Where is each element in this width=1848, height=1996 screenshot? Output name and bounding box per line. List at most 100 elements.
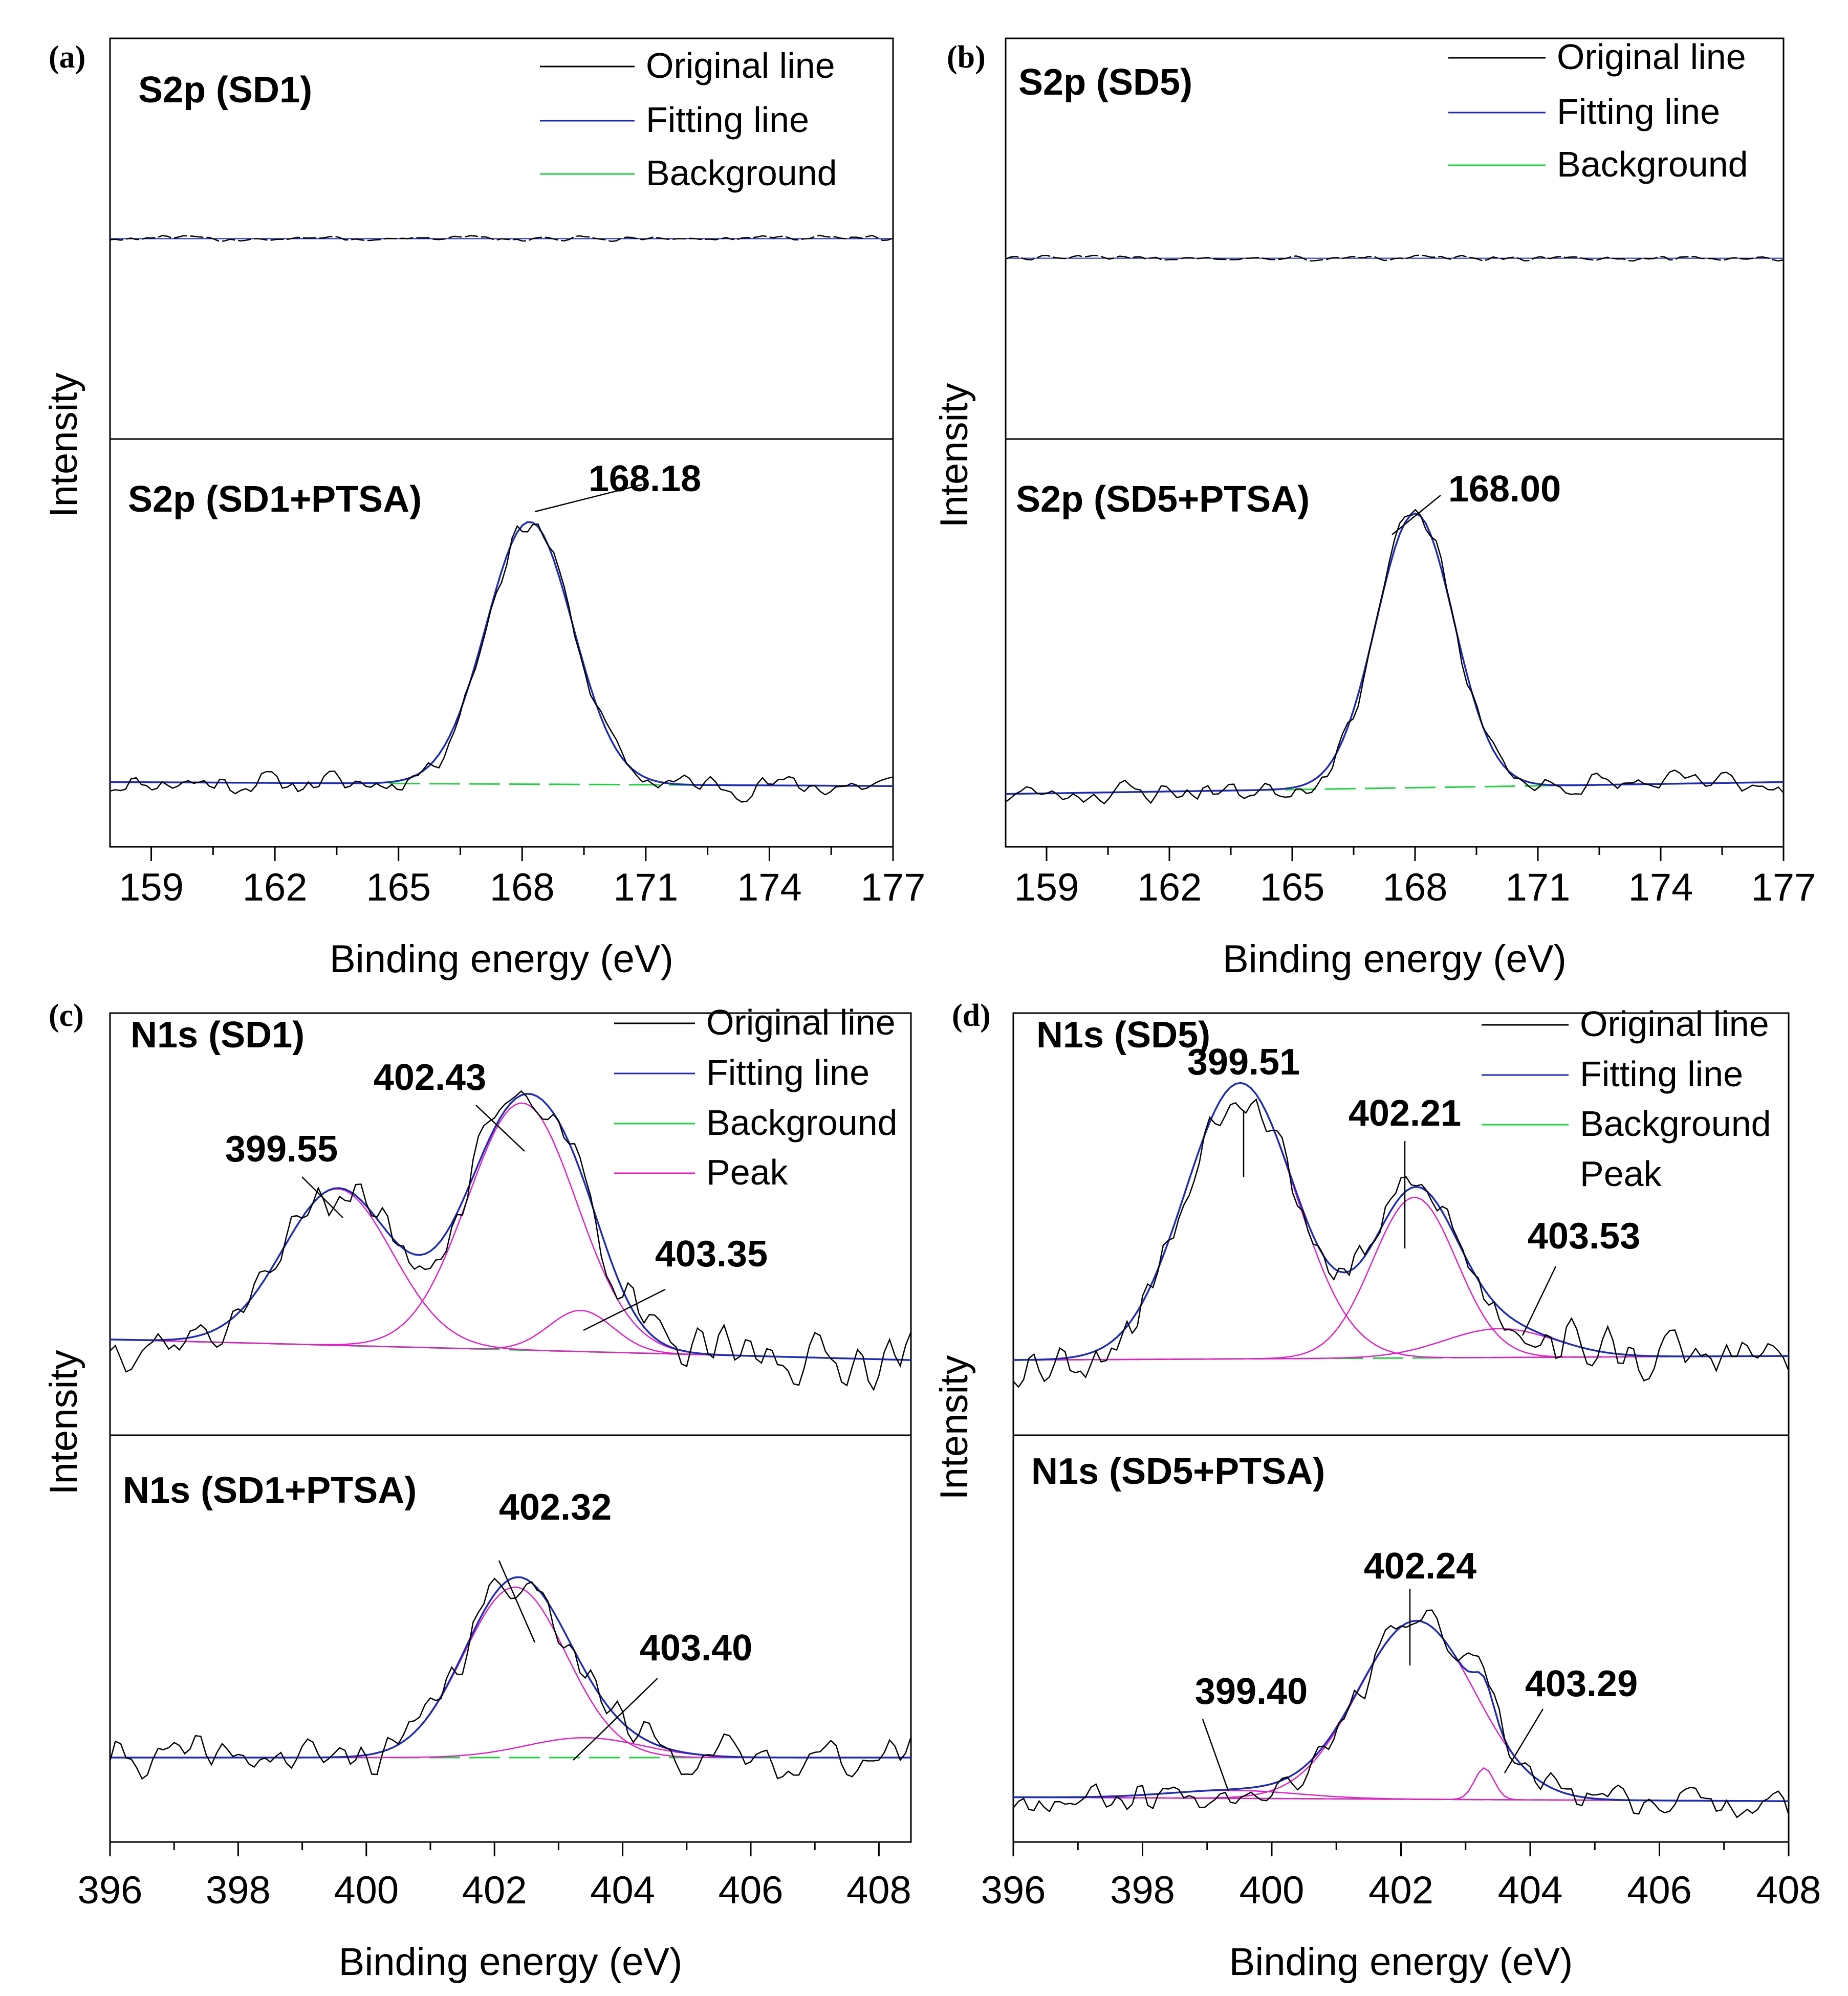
peak-annotation: 399.55 [225,1129,338,1170]
legend-item-label: Original line [1557,37,1746,77]
panel-label: (c) [49,998,84,1033]
x-tick-label: 400 [334,1869,399,1912]
original-line-d-bottom [1013,1609,1790,1818]
curves-d [1013,1082,1790,1818]
original-line-c-bottom [109,1577,912,1780]
annotation-leader-line [534,484,643,513]
peak-annotation: 168.18 [589,458,701,499]
legend-item-label: Background [646,153,837,193]
x-axis-label: Binding energy (eV) [330,937,673,981]
x-tick-label: 400 [1240,1869,1305,1912]
x-axis-label: Binding energy (eV) [339,1940,683,1984]
x-tick-label: 159 [119,866,184,909]
x-tick-label: 159 [1014,866,1079,909]
x-tick-label: 174 [1628,866,1693,909]
x-tick-label: 396 [78,1869,143,1912]
x-tick-label: 162 [243,866,308,909]
plot-frame-c [109,1012,912,1843]
curves-a [110,234,894,803]
x-tick-label: 398 [206,1869,271,1912]
peak-annotation: 403.40 [640,1628,752,1669]
y-axis-label: Intensity [932,1355,976,1500]
x-tick-label: 177 [1751,866,1816,909]
x-tick-label: 408 [846,1869,911,1912]
peak-annotation: 402.21 [1349,1093,1461,1134]
plot-frame-a [109,37,894,848]
y-axis-label: Intensity [42,372,85,517]
panel-label: (a) [49,40,85,75]
panel-label: (b) [947,40,986,75]
annotation-leader-line [583,1288,666,1331]
peak-annotation: 403.35 [655,1234,768,1275]
x-axis-label: Binding energy (eV) [1229,1940,1573,1984]
plot-frame-b [1005,37,1785,848]
curves-b [1005,254,1784,805]
legend-item-label: Background [1580,1104,1771,1144]
legend-c: Original line Fitting line Background Peak [614,1002,898,1192]
legend-a: Original line Fitting line Background [540,46,837,193]
legend-item-label: Original line [646,46,835,85]
x-tick-label: 174 [737,866,802,909]
annotation-leader-line [475,1105,525,1152]
fitting-line-a-bottom [110,521,893,787]
peak-annotation: 402.43 [374,1057,486,1098]
legend-item-label: Fitting line [1557,92,1720,131]
x-tick-label: 165 [366,866,431,909]
region-title-top: N1s (SD1) [131,1015,305,1056]
fitting-line-b-bottom [1005,512,1784,795]
panel-b: 159 162 165 168 171 174 177 Binding energy (eV)… [932,37,1816,981]
x-tick-label: 406 [1627,1869,1692,1912]
region-title-bottom: N1s (SD1+PTSA) [123,1470,417,1511]
original-line-a-top [110,234,894,243]
region-title-top: N1s (SD5) [1036,1015,1210,1056]
x-tick-label: 168 [490,866,555,909]
x-tick-label: 402 [462,1869,527,1912]
panel-d: 396 398 400 402 404 406 408 Binding energy (eV)… [932,998,1821,1984]
region-title-bottom: S2p (SD1+PTSA) [128,479,422,520]
region-title-bottom: S2p (SD5+PTSA) [1016,479,1310,520]
region-title-top: S2p (SD5) [1018,62,1192,103]
annotation-leader-line [1521,1266,1557,1336]
original-line-c-top [110,1090,912,1392]
annotation-leader-line [1202,1719,1229,1791]
legend-item-label: Fitting line [706,1052,869,1092]
y-axis-label: Intensity [42,1350,85,1495]
x-tick-label: 398 [1110,1869,1175,1912]
x-tick-label: 168 [1383,866,1448,909]
legend-item-label: Fitting line [1580,1054,1743,1094]
region-title-top: S2p (SD1) [138,70,312,111]
annotation-leader-line [498,1560,536,1643]
fitting-line-c-top [110,1092,911,1361]
original-line-d-top [1013,1098,1790,1388]
x-tick-label: 177 [861,866,926,909]
panel-c: 396 398 400 402 404 406 408 Binding energy (eV)… [42,998,912,1984]
legend-item-label: Peak [706,1152,789,1192]
x-tick-label: 402 [1368,1869,1433,1912]
panel-label: (d) [952,998,991,1033]
legend-b: Original line Fitting line Background [1448,37,1748,184]
original-line-a-bottom [110,523,894,803]
x-tick-label: 171 [1506,866,1571,909]
original-line-b-bottom [1005,509,1784,805]
region-title-bottom: N1s (SD5+PTSA) [1031,1451,1325,1492]
curves-c [109,1090,912,1780]
x-tick-label: 404 [590,1869,655,1912]
legend-item-label: Background [706,1103,898,1143]
fitting-line-c-bottom [110,1576,911,1759]
legend-item-label: Original line [1580,1004,1769,1044]
legend-d: Original line Fitting line Background Peak [1482,1004,1771,1194]
x-tick-label: 406 [719,1869,784,1912]
legend-item-label: Fitting line [646,100,809,140]
peak-annotation: 403.29 [1525,1663,1638,1704]
legend-item-label: Background [1557,144,1748,184]
annotation-leader-line [573,1678,658,1761]
x-tick-label: 408 [1756,1869,1821,1912]
annotation-leader-line [1392,495,1441,535]
x-tick-label: 165 [1260,866,1325,909]
peak-annotation: 403.53 [1528,1216,1640,1257]
peak-annotation: 399.51 [1187,1042,1300,1083]
x-tick-label: 404 [1498,1869,1563,1912]
legend-item-label: Original line [706,1002,896,1042]
x-tick-label: 162 [1137,866,1202,909]
